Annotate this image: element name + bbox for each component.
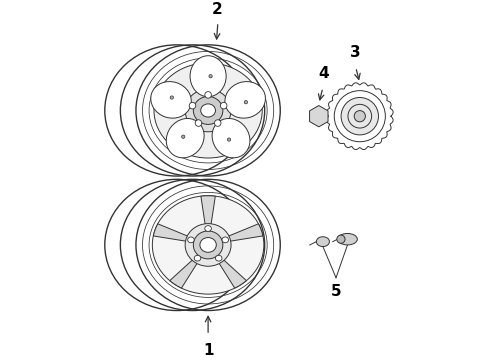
Ellipse shape — [227, 138, 231, 141]
Text: 5: 5 — [331, 284, 342, 299]
Ellipse shape — [222, 237, 228, 243]
Ellipse shape — [205, 226, 211, 231]
Ellipse shape — [151, 82, 191, 118]
Ellipse shape — [185, 89, 231, 132]
Ellipse shape — [194, 231, 223, 259]
Ellipse shape — [201, 104, 216, 117]
Ellipse shape — [190, 56, 226, 97]
Polygon shape — [153, 224, 190, 242]
Text: 4: 4 — [318, 66, 329, 81]
Ellipse shape — [317, 237, 329, 247]
Ellipse shape — [314, 111, 324, 122]
Ellipse shape — [216, 255, 222, 261]
Ellipse shape — [185, 224, 231, 266]
Ellipse shape — [154, 63, 262, 158]
Polygon shape — [226, 224, 263, 242]
Ellipse shape — [182, 135, 185, 138]
Ellipse shape — [337, 235, 345, 243]
Ellipse shape — [225, 82, 266, 118]
Ellipse shape — [205, 91, 211, 98]
Polygon shape — [201, 196, 215, 227]
Ellipse shape — [194, 96, 223, 125]
Ellipse shape — [212, 118, 250, 158]
Ellipse shape — [200, 238, 216, 252]
Polygon shape — [310, 105, 328, 127]
Polygon shape — [218, 258, 246, 288]
Polygon shape — [170, 258, 199, 288]
Text: 1: 1 — [203, 343, 213, 358]
Ellipse shape — [170, 96, 173, 99]
Ellipse shape — [245, 100, 247, 104]
Text: 3: 3 — [350, 45, 361, 60]
Ellipse shape — [354, 111, 366, 122]
Ellipse shape — [189, 102, 196, 109]
Ellipse shape — [166, 118, 204, 158]
Ellipse shape — [152, 196, 264, 294]
Ellipse shape — [338, 233, 357, 245]
Ellipse shape — [209, 75, 212, 78]
Ellipse shape — [341, 98, 378, 135]
Text: 2: 2 — [212, 2, 222, 17]
Ellipse shape — [195, 120, 202, 126]
Ellipse shape — [194, 255, 201, 261]
Ellipse shape — [215, 120, 221, 126]
Ellipse shape — [220, 102, 227, 109]
Ellipse shape — [188, 237, 194, 243]
